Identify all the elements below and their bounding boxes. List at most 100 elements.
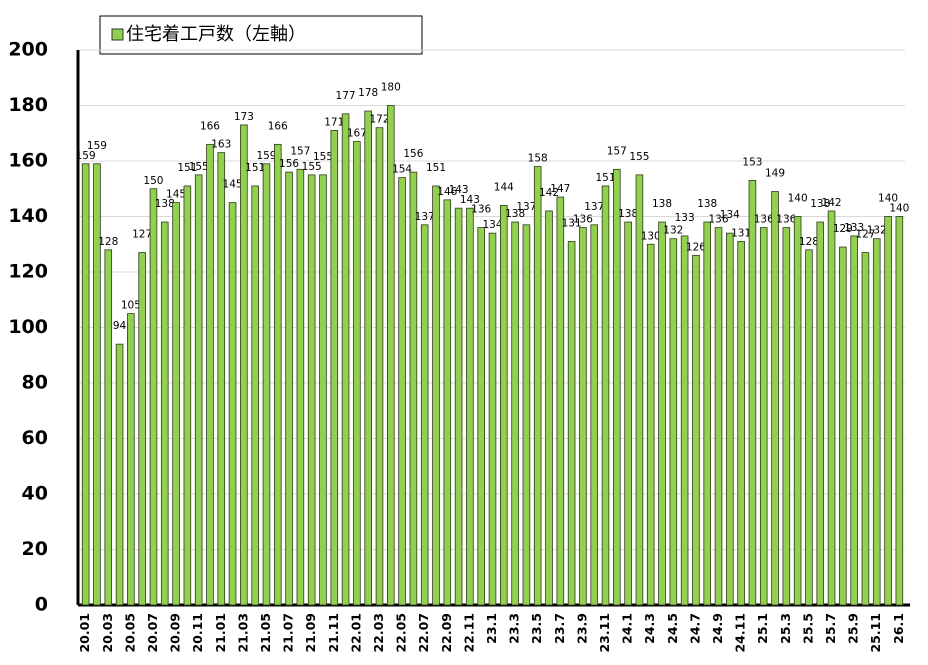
value-label: 156 <box>403 148 423 160</box>
value-label: 128 <box>98 236 118 248</box>
x-tick-label: 23.9 <box>574 613 589 644</box>
value-label: 149 <box>765 168 785 180</box>
value-label: 142 <box>539 187 559 199</box>
bar <box>104 249 113 606</box>
y-tick-label: 200 <box>8 39 48 61</box>
value-label: 128 <box>799 236 819 248</box>
value-label: 151 <box>177 162 197 174</box>
value-label: 155 <box>302 161 322 173</box>
value-label: 177 <box>336 90 356 102</box>
bar <box>466 207 474 606</box>
bar <box>319 174 327 606</box>
bar <box>533 166 542 606</box>
bar <box>172 202 180 606</box>
value-label: 136 <box>573 214 593 226</box>
value-label: 127 <box>855 229 875 241</box>
y-tick-label: 40 <box>22 483 48 505</box>
bar <box>613 168 621 606</box>
y-tick-label: 80 <box>22 372 48 394</box>
bar <box>93 163 101 606</box>
value-label: 151 <box>245 162 265 174</box>
bar <box>194 174 203 606</box>
bar <box>500 204 508 606</box>
bar <box>658 221 666 606</box>
x-tick-label: 20.11 <box>190 613 205 653</box>
value-label: 154 <box>392 164 412 176</box>
value-label: 157 <box>290 145 310 157</box>
value-label: 150 <box>143 175 163 187</box>
value-label: 138 <box>505 208 525 220</box>
x-tick-label: 24.1 <box>620 613 635 644</box>
value-label: 167 <box>347 128 367 140</box>
value-label: 94 <box>113 320 127 332</box>
value-label: 140 <box>878 193 898 205</box>
value-label: 163 <box>211 139 231 151</box>
bar <box>680 235 689 606</box>
x-tick-label: 23.3 <box>507 613 522 644</box>
value-label: 180 <box>381 82 401 94</box>
legend-label: 住宅着工戸数（左軸） <box>126 24 306 45</box>
bar <box>793 216 802 606</box>
y-tick-label: 100 <box>8 316 48 338</box>
bar <box>827 210 836 606</box>
value-label: 138 <box>618 208 638 220</box>
bar <box>872 238 881 606</box>
bar <box>714 227 723 606</box>
bar <box>816 221 825 606</box>
bar <box>782 227 791 606</box>
value-label: 138 <box>697 198 717 210</box>
x-tick-label: 23.11 <box>597 613 612 653</box>
bar <box>895 216 904 606</box>
value-label: 105 <box>121 300 141 312</box>
value-label: 146 <box>437 186 457 198</box>
bar <box>115 343 124 606</box>
value-label: 155 <box>189 161 209 173</box>
value-label: 134 <box>720 209 740 221</box>
x-tick-label: 21.05 <box>258 613 273 653</box>
bar <box>624 221 632 606</box>
value-label: 157 <box>607 145 627 157</box>
x-tick-label: 21.11 <box>326 613 341 653</box>
value-label: 142 <box>822 197 842 209</box>
value-label: 140 <box>889 203 909 215</box>
bar <box>409 171 418 606</box>
bar <box>330 130 339 606</box>
value-label: 156 <box>279 158 299 170</box>
value-label: 133 <box>675 212 695 224</box>
bar <box>183 185 192 606</box>
bar <box>545 210 553 606</box>
bar <box>884 216 892 606</box>
x-tick-label: 22.09 <box>439 613 454 653</box>
value-label: 138 <box>810 198 830 210</box>
value-label: 138 <box>652 198 672 210</box>
value-label: 137 <box>584 201 604 213</box>
bar <box>726 232 734 606</box>
x-tick-label: 25.3 <box>778 613 793 644</box>
x-tick-label: 24.7 <box>687 613 702 644</box>
bar <box>590 224 599 606</box>
bar <box>703 221 712 606</box>
x-tick-label: 24.3 <box>642 613 657 644</box>
bar <box>488 232 497 606</box>
value-label: 143 <box>460 194 480 206</box>
value-label: 136 <box>471 204 491 216</box>
bar <box>522 224 531 606</box>
bar <box>398 177 406 606</box>
x-tick-label: 20.09 <box>168 613 183 653</box>
x-tick-label: 25.5 <box>800 613 815 644</box>
x-tick-label: 23.1 <box>484 613 499 644</box>
value-label: 155 <box>629 151 649 163</box>
value-label: 153 <box>742 156 762 168</box>
bar <box>296 168 305 606</box>
x-tick-label: 25.7 <box>823 613 838 644</box>
bar <box>307 174 316 606</box>
bar <box>217 152 226 606</box>
value-label: 143 <box>449 184 469 196</box>
bar <box>138 252 146 606</box>
bar <box>341 113 350 606</box>
bar <box>635 174 644 606</box>
value-label: 136 <box>776 214 796 226</box>
value-label: 155 <box>313 151 333 163</box>
x-tick-label: 20.03 <box>100 613 115 653</box>
bar <box>432 185 440 606</box>
